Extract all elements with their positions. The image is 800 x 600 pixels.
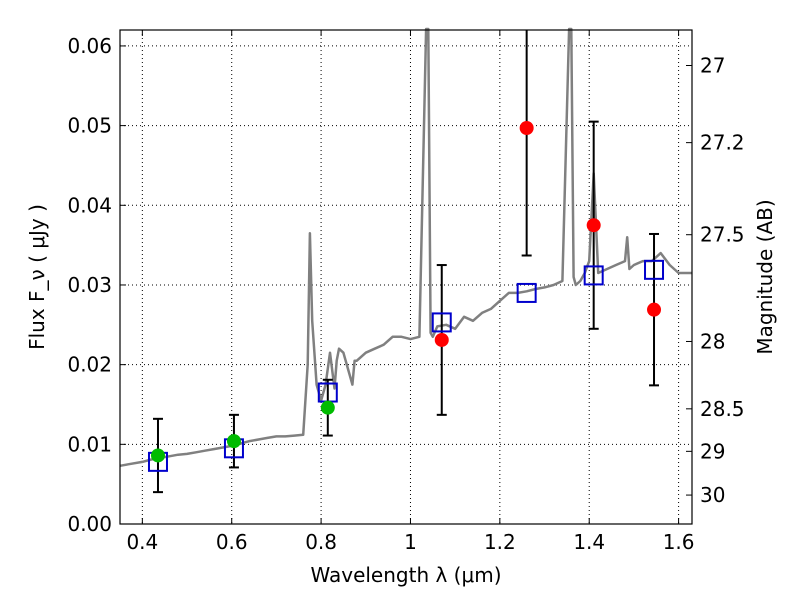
error-bars xyxy=(152,30,660,494)
plot-frame xyxy=(119,29,693,525)
y-tick-label: 0.00 xyxy=(67,512,112,536)
y-axis-title: Flux F_ν ( μJy ) xyxy=(25,204,49,350)
right-tick-label: 27.2 xyxy=(700,131,745,155)
green-point xyxy=(226,434,241,449)
right-tick-label: 29 xyxy=(700,439,725,463)
right-tick-label: 27.5 xyxy=(700,223,745,247)
right-tick-label: 30 xyxy=(700,483,725,507)
right-axis-ticks: 27 27.2 27.5 28 28.5 29 30 xyxy=(686,54,745,507)
open-square-marker xyxy=(644,259,665,280)
red-point xyxy=(647,302,662,317)
y-tick-label: 0.02 xyxy=(67,353,112,377)
x-axis-title: Wavelength λ (μm) xyxy=(310,563,501,587)
x-tick-label: 0.4 xyxy=(126,530,158,554)
x-tick-label: 1.4 xyxy=(573,530,605,554)
red-point xyxy=(434,332,449,347)
open-square-marker xyxy=(516,282,537,303)
open-square-marker xyxy=(431,312,452,333)
right-tick-label: 28 xyxy=(700,329,725,353)
y-axis-ticks: 0.00 0.01 0.02 0.03 0.04 0.05 0.06 xyxy=(67,34,126,536)
y-tick-label: 0.03 xyxy=(67,273,112,297)
x-tick-label: 0.6 xyxy=(216,530,248,554)
x-axis-ticks: 0.4 0.6 0.8 1 1.2 1.4 1.6 xyxy=(126,30,695,554)
open-square-marker xyxy=(583,265,604,286)
right-axis-title: Magnitude (AB) xyxy=(753,199,777,354)
data-markers xyxy=(147,121,665,472)
red-point xyxy=(586,218,601,233)
x-tick-label: 1 xyxy=(404,530,417,554)
x-tick-label: 0.8 xyxy=(305,530,337,554)
y-tick-label: 0.04 xyxy=(67,193,112,217)
right-tick-label: 27 xyxy=(700,54,725,78)
green-point xyxy=(320,400,335,415)
y-tick-label: 0.06 xyxy=(67,34,112,58)
right-tick-label: 28.5 xyxy=(700,397,745,421)
y-tick-label: 0.01 xyxy=(67,432,112,456)
x-tick-label: 1.6 xyxy=(663,530,695,554)
x-tick-label: 1.2 xyxy=(484,530,516,554)
model-spectrum xyxy=(119,27,692,468)
model-spectrum-line xyxy=(119,27,692,468)
y-tick-label: 0.05 xyxy=(67,114,112,138)
green-point xyxy=(150,448,165,463)
red-point xyxy=(519,121,534,136)
